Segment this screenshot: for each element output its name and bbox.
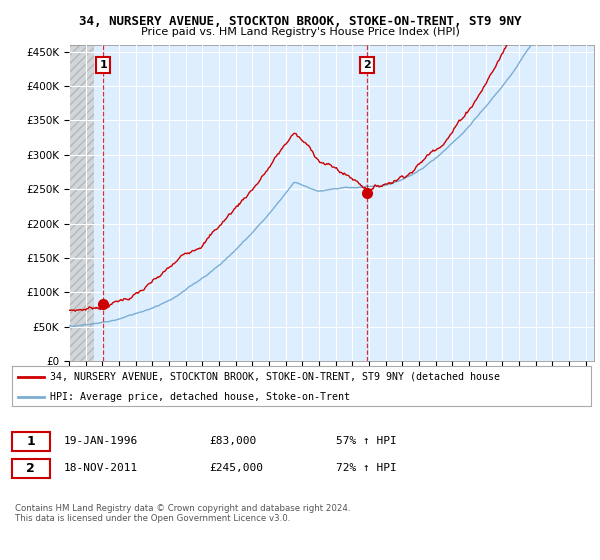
Bar <box>69 45 94 361</box>
Text: 1: 1 <box>99 60 107 71</box>
Text: 72% ↑ HPI: 72% ↑ HPI <box>336 463 397 473</box>
Text: £245,000: £245,000 <box>209 463 263 473</box>
Text: 34, NURSERY AVENUE, STOCKTON BROOK, STOKE-ON-TRENT, ST9 9NY: 34, NURSERY AVENUE, STOCKTON BROOK, STOK… <box>79 15 521 27</box>
FancyBboxPatch shape <box>12 432 50 451</box>
Text: £83,000: £83,000 <box>209 436 256 446</box>
Text: Price paid vs. HM Land Registry's House Price Index (HPI): Price paid vs. HM Land Registry's House … <box>140 27 460 37</box>
Text: HPI: Average price, detached house, Stoke-on-Trent: HPI: Average price, detached house, Stok… <box>50 392 350 402</box>
Text: Contains HM Land Registry data © Crown copyright and database right 2024.
This d: Contains HM Land Registry data © Crown c… <box>15 504 350 524</box>
Text: 57% ↑ HPI: 57% ↑ HPI <box>336 436 397 446</box>
Text: 19-JAN-1996: 19-JAN-1996 <box>64 436 139 446</box>
Text: 18-NOV-2011: 18-NOV-2011 <box>64 463 139 473</box>
Text: 2: 2 <box>363 60 371 71</box>
FancyBboxPatch shape <box>12 459 50 478</box>
Text: 34, NURSERY AVENUE, STOCKTON BROOK, STOKE-ON-TRENT, ST9 9NY (detached house: 34, NURSERY AVENUE, STOCKTON BROOK, STOK… <box>50 372 500 382</box>
Text: 1: 1 <box>26 435 35 448</box>
Text: 2: 2 <box>26 461 35 475</box>
